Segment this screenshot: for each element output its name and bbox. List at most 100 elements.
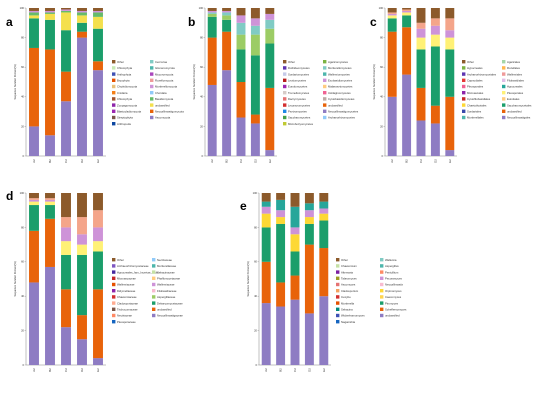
legend-label: Mucoromycota <box>155 72 174 76</box>
legend-swatch <box>112 264 116 268</box>
panel-label: b <box>188 15 195 29</box>
legend-label: Cercozoa <box>155 60 167 64</box>
legend-label: Filobasidiales <box>507 79 525 83</box>
y-tick-label: 0 <box>23 363 25 367</box>
legend-label: Sordariales <box>467 110 482 114</box>
legend-label: Arthropoda <box>117 122 131 126</box>
bar-segment <box>93 289 103 359</box>
y-tick-label: 60 <box>21 260 24 264</box>
legend-label: Aspergillaceae <box>157 295 176 299</box>
bar-segment <box>77 193 87 218</box>
chart-panel-d: d 0 20 40 60 80 100 Sequence Number Percent(%) A… <box>6 189 183 372</box>
bar-segment <box>236 82 246 118</box>
legend-swatch <box>502 115 506 120</box>
legend-swatch <box>323 97 327 101</box>
legend-swatch <box>112 97 116 101</box>
legend-swatch <box>283 122 287 126</box>
bar-segment <box>77 244 87 255</box>
bar-segment <box>236 117 246 156</box>
y-tick-label: 100 <box>20 6 25 10</box>
legend-swatch <box>283 97 287 101</box>
bar-segment <box>93 16 103 29</box>
bar-segment <box>319 193 329 202</box>
bar-segment <box>93 10 103 13</box>
legend-swatch <box>152 258 156 262</box>
bar-segment <box>207 10 217 13</box>
bar-segment <box>61 193 71 218</box>
legend-swatch <box>112 307 116 311</box>
x-tick-label: D2 <box>433 159 437 163</box>
legend-label: Cladosporium <box>341 289 359 293</box>
legend-label: unclassified <box>328 103 343 107</box>
bar-segment <box>29 193 39 199</box>
legend-label: Cnidaria <box>117 91 128 95</box>
bar-segment <box>61 30 71 72</box>
legend-swatch <box>112 91 116 95</box>
bar-segment <box>45 135 55 156</box>
x-tick-label: A2 <box>32 159 36 163</box>
bar-segment <box>276 223 286 283</box>
legend-label: Other <box>467 60 474 64</box>
legend-label: Pezizomycetes <box>288 110 307 114</box>
y-axis-label: Sequence Number Percent(%) <box>13 261 17 296</box>
legend-label: Neocallimastigales <box>507 116 531 120</box>
legend-swatch <box>502 97 506 101</box>
legend-swatch <box>336 264 340 268</box>
legend-swatch <box>380 270 384 274</box>
bar-segment <box>416 22 426 29</box>
y-tick-label: 20 <box>200 124 203 128</box>
bar-segment <box>261 193 271 202</box>
bar-segment <box>29 18 39 48</box>
legend-swatch <box>336 320 340 324</box>
legend-label: Filobasidiaceae <box>157 289 177 293</box>
legend-swatch <box>112 258 116 262</box>
x-tick-label: B2 <box>48 159 52 163</box>
bar-segment <box>304 217 314 224</box>
legend-swatch <box>152 295 156 299</box>
legend-swatch <box>380 307 384 311</box>
legend-swatch <box>150 78 154 82</box>
y-tick-label: 40 <box>380 95 383 99</box>
legend-label: Blastocladiomycota <box>117 110 142 114</box>
legend-swatch <box>152 301 156 305</box>
legend-swatch <box>112 72 116 76</box>
legend-swatch <box>462 66 466 70</box>
bar-segment <box>29 12 39 16</box>
legend-label: Anthophyta <box>117 72 132 76</box>
bar-segment <box>416 87 426 121</box>
chart-panel-a: a 0 20 40 60 80 100 Sequence Number Percent(%) A… <box>6 6 184 163</box>
legend-label: Wallemiomycetes <box>328 72 350 76</box>
bar-segment <box>402 74 412 156</box>
x-tick-label: E2 <box>96 368 100 372</box>
bar-segment <box>445 96 455 151</box>
legend-label: Naganishia <box>341 320 355 324</box>
y-axis-label: Sequence Number Percent(%) <box>192 64 196 99</box>
y-tick-label: 100 <box>20 191 25 195</box>
bar-segment <box>29 199 39 202</box>
x-tick-label: A2 <box>32 368 36 372</box>
bar-segment <box>29 201 39 206</box>
y-tick-label: 60 <box>380 65 383 69</box>
bar-segment <box>387 18 397 32</box>
x-tick-label: B2 <box>279 368 283 372</box>
bar-segment <box>290 251 300 276</box>
bar-segment <box>93 28 103 62</box>
legend-label: Neocallimastigaceae <box>157 314 183 318</box>
legend-swatch <box>462 72 466 76</box>
legend-swatch <box>150 60 154 64</box>
y-tick-label: 0 <box>23 154 25 158</box>
bar-segment <box>29 198 39 200</box>
legend-swatch <box>502 109 506 113</box>
bar-segment <box>93 70 103 156</box>
legend-label: unclassified <box>507 110 522 114</box>
legend-label: Sordariomycetes <box>288 72 310 76</box>
legend-label: Eurotiomycetes <box>288 85 308 89</box>
legend-swatch <box>336 307 340 311</box>
x-tick-label: D2 <box>253 159 257 163</box>
bar-segment <box>276 193 286 200</box>
legend-label: Chlorophyta <box>117 97 133 101</box>
legend-label: Hypocreales <box>507 85 523 89</box>
bar-segment <box>276 282 286 307</box>
bar-segment <box>416 37 426 50</box>
